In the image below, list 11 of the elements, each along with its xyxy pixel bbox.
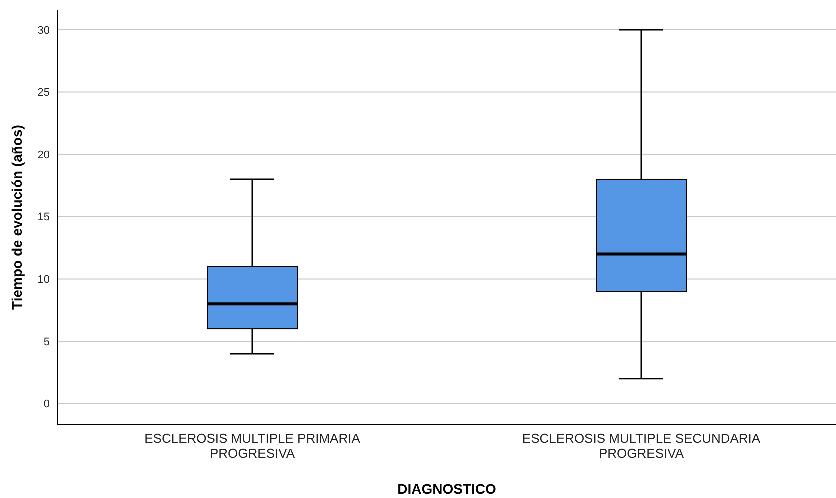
y-tick-label: 30 [38,24,50,37]
y-tick-label: 0 [44,398,50,411]
y-tick-label: 20 [38,149,50,162]
x-tick-label: ESCLEROSIS MULTIPLE SECUNDARIA PROGRESIVA [522,431,761,461]
x-tick-label: ESCLEROSIS MULTIPLE PRIMARIA PROGRESIVA [144,431,361,461]
y-tick-label: 15 [38,212,50,224]
y-tick-label: 25 [38,87,50,100]
y-tick-label: 5 [44,336,50,348]
y-axis-title: Tiempo de evolución (años) [9,125,25,310]
x-axis-title: DIAGNOSTICO [398,481,496,497]
y-tick-label: 10 [38,274,50,286]
